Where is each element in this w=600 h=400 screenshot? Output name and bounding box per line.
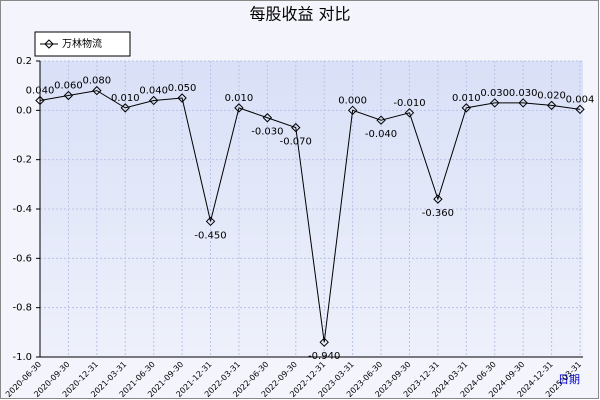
- value-label: 0.040: [139, 85, 168, 96]
- marker: [575, 104, 585, 115]
- marker: [291, 122, 301, 133]
- value-label: 0.010: [225, 93, 254, 104]
- marker: [461, 103, 472, 113]
- marker: [177, 93, 187, 103]
- marker: [262, 113, 273, 123]
- y-tick-label: -0.2: [12, 155, 32, 166]
- marker: [404, 108, 415, 118]
- marker: [92, 85, 102, 96]
- value-label: 0.080: [83, 76, 112, 87]
- marker: [433, 194, 443, 204]
- y-tick-label: -0.4: [12, 204, 32, 215]
- value-label: -0.030: [251, 127, 283, 138]
- value-label: 0.004: [566, 94, 595, 105]
- value-label: 0.000: [338, 95, 367, 106]
- value-label: 0.010: [452, 93, 481, 104]
- value-label: 0.030: [480, 88, 509, 99]
- legend-label: 万林物流: [62, 37, 102, 50]
- y-tick-label: 0.2: [16, 56, 32, 67]
- marker: [35, 95, 45, 106]
- value-label: 0.060: [54, 81, 83, 92]
- marker: [234, 103, 244, 113]
- value-label: -0.450: [194, 230, 226, 241]
- y-tick-label: -0.6: [12, 253, 32, 264]
- series-line: [39, 90, 581, 343]
- value-label: 0.030: [509, 88, 538, 99]
- marker: [347, 105, 358, 116]
- marker: [205, 216, 216, 227]
- legend-marker: [44, 39, 54, 49]
- value-label: -0.040: [365, 129, 397, 140]
- marker: [319, 337, 329, 347]
- marker: [63, 90, 74, 101]
- value-label: 0.020: [537, 90, 566, 101]
- value-label: -0.940: [308, 351, 340, 362]
- marker: [148, 95, 159, 106]
- y-tick-label: -0.8: [12, 303, 32, 314]
- value-label: 0.050: [168, 83, 197, 94]
- value-label: 0.010: [111, 93, 140, 104]
- marker: [490, 98, 500, 108]
- value-label: -0.070: [280, 137, 312, 148]
- marker: [546, 100, 557, 111]
- y-tick-label: -1.0: [12, 352, 32, 363]
- marker: [518, 98, 528, 108]
- y-tick-label: 0.0: [16, 105, 32, 116]
- x-axis-label: 日期: [558, 373, 580, 386]
- marker: [120, 103, 130, 113]
- marker: [376, 115, 386, 125]
- value-label: 0.040: [26, 85, 55, 96]
- value-label: -0.360: [422, 208, 454, 219]
- value-label: -0.010: [393, 98, 425, 109]
- chart-title: 每股收益 对比: [249, 5, 350, 24]
